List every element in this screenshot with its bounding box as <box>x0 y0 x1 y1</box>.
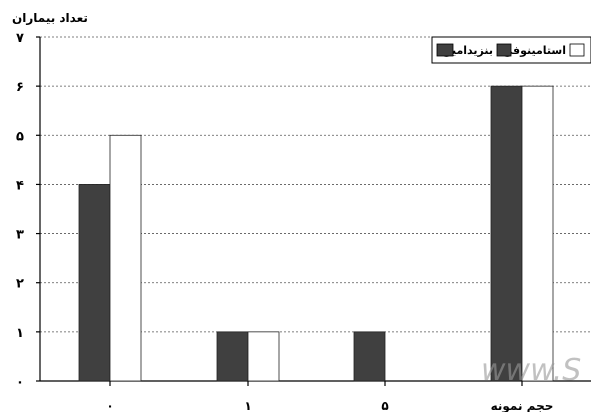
legend-swatch <box>496 43 512 57</box>
y-tick-label: ۵ <box>16 129 24 144</box>
y-tick-label: ۰ <box>16 375 24 390</box>
legend-label: استامینوفن <box>503 44 566 57</box>
y-tick-label: ۴ <box>16 178 24 193</box>
legend-swatch <box>569 43 585 57</box>
x-tick-label: ۵ <box>381 399 388 412</box>
bar <box>247 331 280 382</box>
y-tick-label: ۲ <box>16 277 24 292</box>
bar <box>78 184 111 382</box>
legend-label: بنزیدامین <box>442 44 493 57</box>
bar <box>109 134 142 382</box>
y-tick-label: ۶ <box>16 80 24 95</box>
y-tick-label: ۱ <box>16 326 24 341</box>
legend-swatch-extra <box>436 43 454 57</box>
x-tick-label: ۰ <box>106 399 113 412</box>
bar <box>353 331 386 382</box>
x-tick-label: ۱ <box>244 399 251 412</box>
y-tick-label: ۷ <box>16 31 24 46</box>
watermark: www.S <box>481 353 581 388</box>
legend-box <box>431 36 591 64</box>
y-tick-label: ۳ <box>16 228 24 243</box>
bar <box>521 85 554 382</box>
bar <box>490 85 523 382</box>
bar <box>216 331 249 382</box>
x-tick-label: حجم نمونه <box>491 399 554 412</box>
y-axis-title: تعداد بیماران <box>12 11 88 25</box>
